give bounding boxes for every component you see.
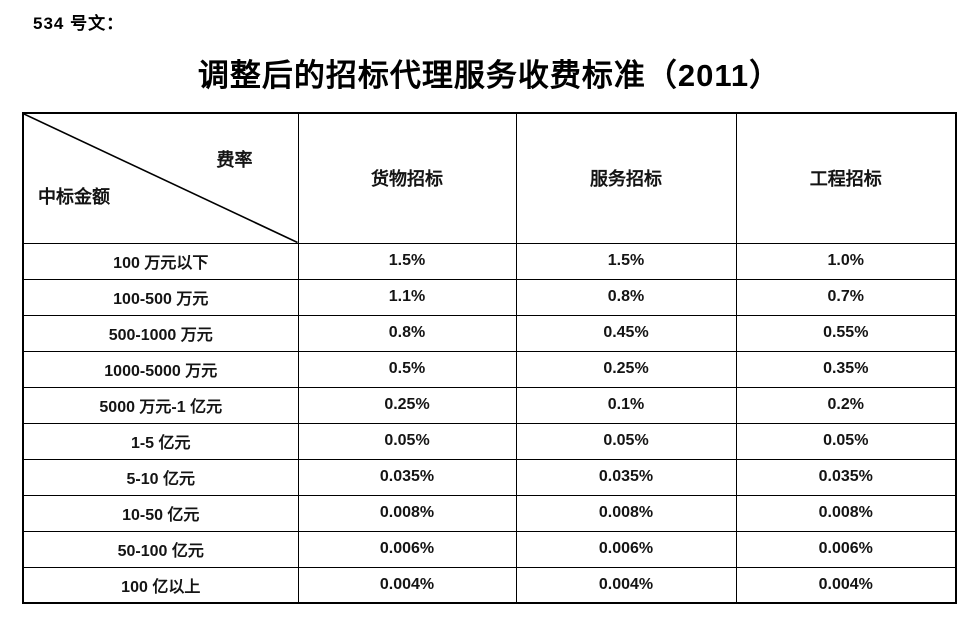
table-row: 100 万元以下 1.5% 1.5% 1.0%	[22, 242, 957, 280]
rate-cell: 0.004%	[735, 566, 957, 604]
rate-cell: 0.05%	[735, 422, 957, 460]
rate-cell: 0.25%	[297, 386, 517, 424]
rate-cell: 0.004%	[515, 566, 737, 604]
table-row: 5000 万元-1 亿元 0.25% 0.1% 0.2%	[22, 386, 957, 424]
row-label: 5000 万元-1 亿元	[22, 386, 299, 424]
rate-cell: 0.004%	[297, 566, 517, 604]
column-header-engineering: 工程招标	[735, 112, 957, 244]
rate-cell: 0.5%	[297, 350, 517, 388]
row-label: 50-100 亿元	[22, 530, 299, 568]
row-label: 5-10 亿元	[22, 458, 299, 496]
rate-cell: 0.035%	[515, 458, 737, 496]
table-row: 10-50 亿元 0.008% 0.008% 0.008%	[22, 494, 957, 532]
corner-label-rate: 费率	[216, 150, 253, 170]
corner-header-cell: 费率 中标金额	[22, 112, 299, 244]
rate-cell: 0.008%	[515, 494, 737, 532]
rate-cell: 0.25%	[515, 350, 737, 388]
rate-cell: 1.5%	[297, 242, 517, 280]
corner-label-bid-amount: 中标金额	[38, 186, 110, 207]
table-row: 5-10 亿元 0.035% 0.035% 0.035%	[22, 458, 957, 496]
table-row: 100-500 万元 1.1% 0.8% 0.7%	[22, 278, 957, 316]
table-row: 50-100 亿元 0.006% 0.006% 0.006%	[22, 530, 957, 568]
rate-cell: 0.55%	[735, 314, 957, 352]
rate-cell: 1.1%	[297, 278, 517, 316]
row-label: 100-500 万元	[22, 278, 299, 316]
rate-cell: 0.35%	[735, 350, 957, 388]
rate-cell: 0.05%	[515, 422, 737, 460]
table-row: 100 亿以上 0.004% 0.004% 0.004%	[22, 566, 957, 604]
page-title: 调整后的招标代理服务收费标准（2011）	[197, 58, 782, 93]
rate-cell: 0.035%	[297, 458, 517, 496]
rate-cell: 0.7%	[735, 278, 957, 316]
row-label: 1-5 亿元	[22, 422, 299, 460]
row-label: 1000-5000 万元	[22, 350, 299, 388]
row-label: 10-50 亿元	[22, 494, 299, 532]
rate-cell: 0.006%	[735, 530, 957, 568]
diagonal-divider-line	[24, 114, 298, 243]
rate-cell: 0.008%	[735, 494, 957, 532]
table-row: 1000-5000 万元 0.5% 0.25% 0.35%	[22, 350, 957, 388]
table-row: 1-5 亿元 0.05% 0.05% 0.05%	[22, 422, 957, 460]
column-header-goods: 货物招标	[297, 112, 517, 244]
header-row: 费率 中标金额 货物招标 服务招标 工程招标	[22, 112, 957, 244]
rate-cell: 0.05%	[297, 422, 517, 460]
row-label: 100 亿以上	[22, 566, 299, 604]
rate-cell: 0.45%	[515, 314, 737, 352]
rate-cell: 0.035%	[735, 458, 957, 496]
rate-cell: 0.1%	[515, 386, 737, 424]
doc-number: 534 号文：	[33, 14, 125, 33]
table-body: 100 万元以下 1.5% 1.5% 1.0% 100-500 万元 1.1% …	[22, 242, 957, 604]
row-label: 100 万元以下	[22, 242, 299, 280]
fee-rate-table: 费率 中标金额 货物招标 服务招标 工程招标 100 万元以下 1.5% 1.5…	[22, 112, 957, 604]
rate-cell: 0.006%	[297, 530, 517, 568]
rate-cell: 1.5%	[515, 242, 737, 280]
rate-cell: 0.006%	[515, 530, 737, 568]
rate-cell: 0.008%	[297, 494, 517, 532]
rate-cell: 0.8%	[515, 278, 737, 316]
rate-cell: 1.0%	[735, 242, 957, 280]
row-label: 500-1000 万元	[22, 314, 299, 352]
table-row: 500-1000 万元 0.8% 0.45% 0.55%	[22, 314, 957, 352]
column-header-services: 服务招标	[515, 112, 737, 244]
rate-cell: 0.8%	[297, 314, 517, 352]
rate-cell: 0.2%	[735, 386, 957, 424]
table-header: 费率 中标金额 货物招标 服务招标 工程招标	[22, 112, 957, 244]
